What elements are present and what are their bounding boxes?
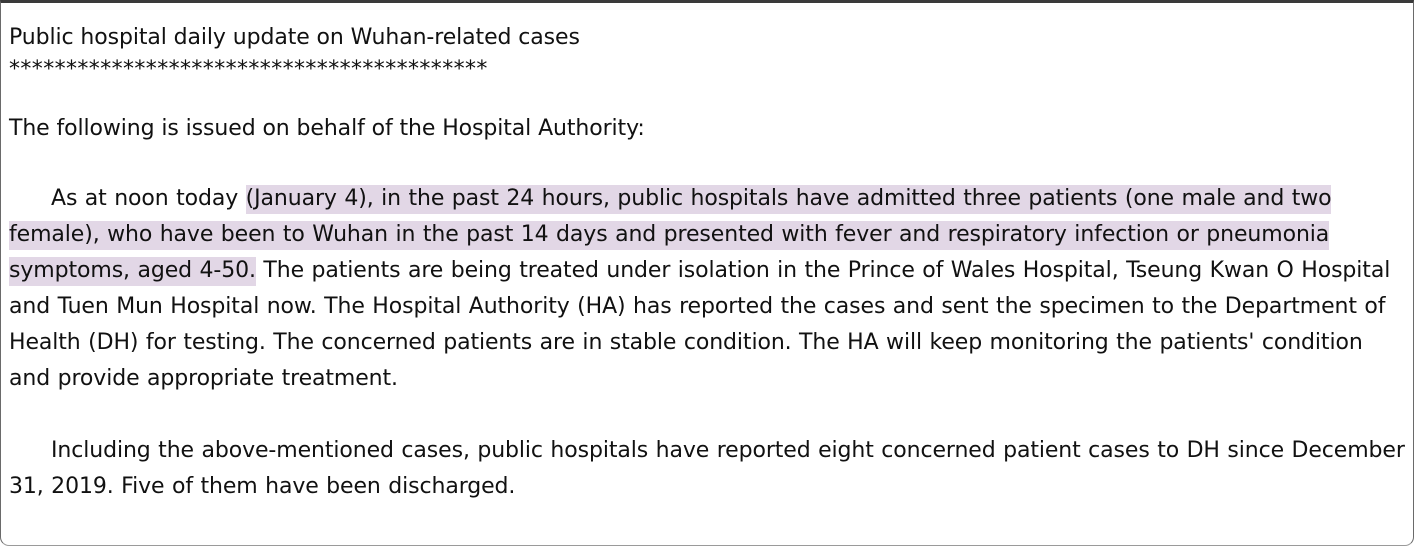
paragraph-admissions-rest: The patients are being treated under iso… [9, 258, 1391, 391]
issued-by-line: The following is issued on behalf of the… [9, 116, 645, 141]
paragraph-reported-cases: Including the above-mentioned cases, pub… [9, 438, 1405, 499]
paragraph-admissions-lead: As at noon today [51, 186, 246, 211]
press-release-body: Public hospital daily update on Wuhan-re… [9, 21, 1411, 505]
document-title: Public hospital daily update on Wuhan-re… [9, 25, 580, 50]
paragraph-admissions: As at noon today (January 4), in the pas… [9, 181, 1411, 397]
separator-line: ****************************************… [9, 57, 488, 82]
